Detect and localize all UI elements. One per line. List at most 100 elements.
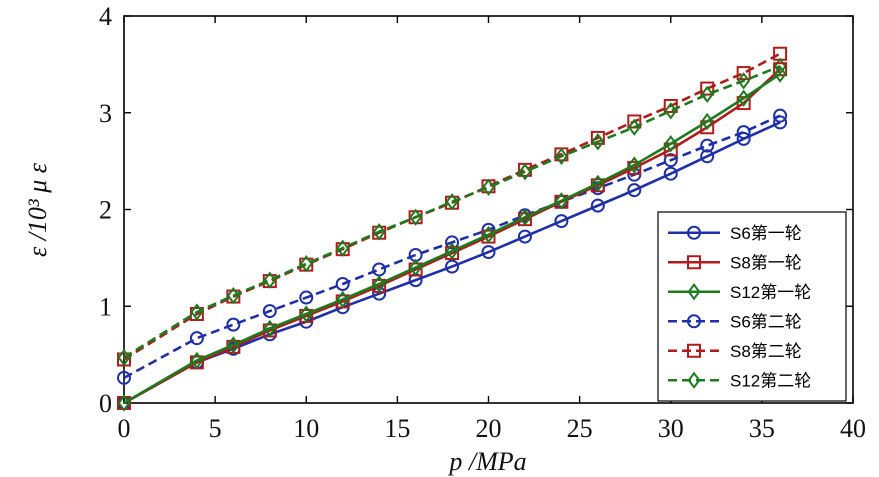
data-point: [554, 214, 569, 229]
x-axis-label: p /MPa: [447, 447, 526, 476]
legend-marker: [687, 314, 701, 329]
data-point: [590, 198, 605, 213]
data-point: [737, 72, 751, 90]
data-point: [335, 276, 350, 291]
x-tick-label: 30: [658, 414, 684, 443]
data-point: [591, 133, 605, 151]
data-point: [482, 178, 495, 196]
data-point: [189, 331, 204, 346]
data-point: [591, 174, 605, 193]
legend-item: S8第一轮: [668, 253, 802, 272]
data-point: [773, 115, 788, 130]
x-tick-label: 0: [118, 414, 131, 443]
data-point: [263, 319, 277, 338]
data-point: [664, 135, 678, 153]
data-point: [554, 147, 568, 165]
x-axis-ticks: 0 5 10 15 20 25 30 35 40: [118, 16, 866, 443]
x-tick-label: 5: [209, 414, 222, 443]
data-point: [663, 166, 678, 181]
series-line: [123, 72, 781, 405]
data-point: [372, 275, 386, 293]
data-point: [117, 394, 131, 412]
data-point: [226, 286, 240, 305]
legend-marker: [687, 371, 701, 389]
series-6: [117, 57, 787, 367]
data-point: [736, 131, 751, 146]
y-tick-label: 4: [99, 2, 112, 31]
data-point: [226, 336, 240, 354]
data-point: [517, 229, 532, 244]
data-point: [700, 81, 715, 96]
legend-label: S8第一轮: [730, 253, 802, 272]
data-point: [663, 153, 678, 168]
data-point: [590, 130, 605, 145]
data-point: [372, 286, 387, 301]
data-point: [117, 370, 131, 385]
data-point: [299, 305, 313, 323]
data-point: [627, 118, 641, 136]
legend-label: S12第一轮: [730, 283, 811, 302]
legend-label: S6第一轮: [730, 224, 802, 243]
y-tick-label: 1: [99, 292, 112, 321]
data-point: [445, 242, 459, 260]
y-tick-label: 3: [99, 99, 112, 128]
data-point: [409, 208, 423, 226]
data-point: [518, 208, 532, 226]
x-tick-label: 20: [476, 414, 502, 443]
data-point: [409, 258, 423, 277]
series-line: [123, 65, 781, 359]
data-point: [190, 351, 204, 370]
y-tick-label: 2: [99, 196, 112, 225]
data-point: [700, 85, 714, 104]
legend-item: S6第一轮: [668, 224, 802, 243]
data-point: [445, 193, 459, 211]
data-point: [518, 163, 532, 181]
data-point: [190, 303, 204, 321]
data-point: [481, 245, 496, 260]
y-axis-label: ε /10³ μ ε: [23, 162, 52, 257]
data-point: [554, 192, 568, 210]
data-point: [700, 138, 715, 153]
data-point: [663, 98, 678, 113]
legend-label: S8第二轮: [730, 342, 802, 361]
data-point: [226, 317, 241, 332]
data-point: [445, 259, 460, 274]
data-point: [737, 89, 751, 107]
data-point: [482, 225, 495, 244]
data-point: [445, 235, 460, 250]
legend-item: S12第二轮: [668, 371, 811, 390]
data-point: [700, 149, 715, 164]
data-point: [117, 348, 131, 367]
y-tick-label: 0: [99, 389, 112, 418]
data-point: [664, 102, 678, 120]
legend-item: S12第一轮: [668, 283, 811, 302]
series-3: [117, 65, 787, 412]
legend-label: S12第二轮: [730, 371, 811, 390]
legend-box: [657, 211, 847, 402]
x-tick-label: 35: [749, 414, 775, 443]
data-point: [773, 65, 787, 83]
x-tick-label: 10: [293, 414, 319, 443]
x-tick-label: 15: [384, 414, 410, 443]
y-axis-ticks: 0 1 2 3 4: [99, 2, 853, 418]
series-layer: [117, 46, 788, 412]
data-point: [627, 183, 642, 198]
data-point: [336, 239, 350, 257]
x-tick-label: 40: [840, 414, 866, 443]
data-point: [372, 262, 387, 277]
legend-marker: [687, 343, 701, 358]
data-point: [299, 255, 313, 273]
legend-marker: [687, 225, 701, 240]
data-point: [736, 66, 751, 81]
legend: S6第一轮 S8第一轮 S12第一轮 S6第二轮 S8第二轮 S12第二轮: [657, 211, 847, 402]
data-point: [262, 304, 277, 319]
data-point: [372, 223, 386, 241]
data-point: [336, 290, 350, 309]
data-point: [700, 112, 714, 131]
data-point: [627, 156, 641, 174]
legend-item: S8第二轮: [668, 342, 802, 361]
legend-marker: [687, 283, 701, 301]
data-point: [299, 290, 314, 305]
